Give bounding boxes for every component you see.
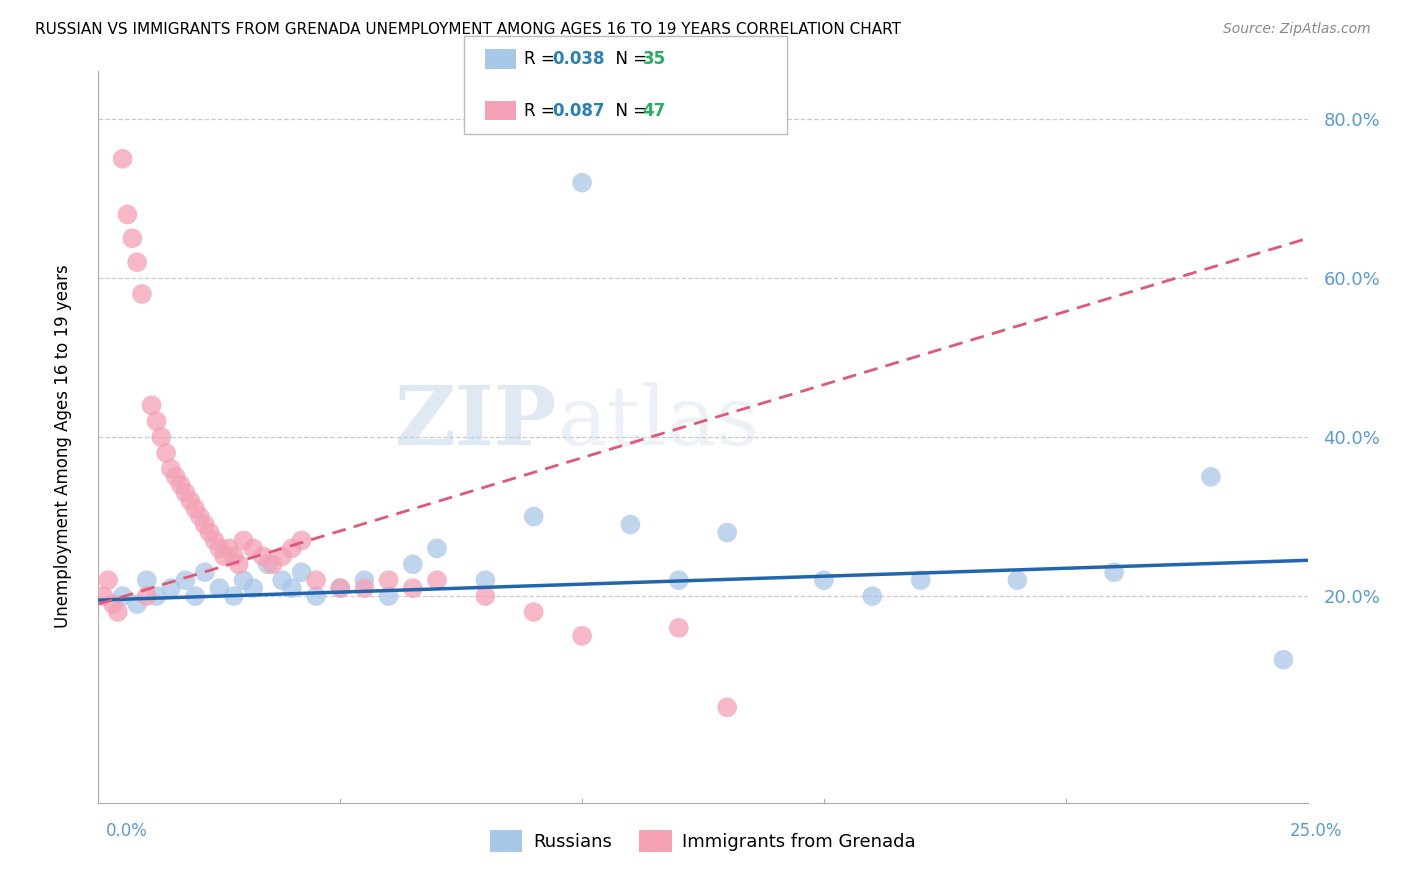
Text: RUSSIAN VS IMMIGRANTS FROM GRENADA UNEMPLOYMENT AMONG AGES 16 TO 19 YEARS CORREL: RUSSIAN VS IMMIGRANTS FROM GRENADA UNEMP… [35, 22, 901, 37]
Point [218, 541, 240, 556]
Point [179, 493, 201, 508]
Point [107, 605, 129, 619]
Point [619, 517, 641, 532]
Point [222, 589, 245, 603]
Text: Source: ZipAtlas.com: Source: ZipAtlas.com [1223, 22, 1371, 37]
Point [716, 700, 738, 714]
Point [571, 176, 593, 190]
Text: 25.0%: 25.0% [1291, 822, 1343, 840]
Point [150, 430, 173, 444]
Point [121, 231, 143, 245]
Point [160, 462, 183, 476]
Point [329, 581, 352, 595]
Point [426, 573, 449, 587]
Point [145, 589, 167, 603]
Point [222, 549, 245, 564]
Text: 47: 47 [643, 102, 666, 120]
Point [174, 573, 197, 587]
Text: 0.087: 0.087 [553, 102, 605, 120]
Point [1272, 653, 1295, 667]
Point [290, 533, 312, 548]
Point [155, 446, 177, 460]
Point [402, 581, 425, 595]
Point [281, 541, 304, 556]
Text: ZIP: ZIP [395, 383, 558, 462]
Point [353, 581, 375, 595]
Point [1199, 470, 1222, 484]
Point [474, 573, 496, 587]
Point [127, 597, 149, 611]
Point [169, 477, 191, 491]
Point [305, 573, 328, 587]
Point [256, 558, 278, 572]
Point [97, 573, 120, 587]
Text: 35: 35 [643, 50, 665, 68]
Point [212, 549, 235, 564]
Point [353, 573, 375, 587]
Text: atlas: atlas [558, 383, 761, 462]
Point [523, 509, 546, 524]
Point [135, 589, 157, 603]
Point [188, 509, 211, 524]
Point [910, 573, 932, 587]
Point [232, 573, 254, 587]
Point [174, 485, 197, 500]
Point [271, 549, 294, 564]
Text: N =: N = [605, 50, 652, 68]
Point [716, 525, 738, 540]
Point [1102, 566, 1125, 580]
Point [198, 525, 221, 540]
Point [474, 589, 496, 603]
Point [262, 558, 284, 572]
Point [141, 398, 163, 412]
Point [208, 541, 231, 556]
Point [184, 501, 207, 516]
Point [208, 581, 231, 595]
Point [402, 558, 425, 572]
Point [111, 589, 134, 603]
Point [228, 558, 250, 572]
Point [668, 621, 690, 635]
Point [194, 566, 217, 580]
Point [860, 589, 883, 603]
Legend: Russians, Immigrants from Grenada: Russians, Immigrants from Grenada [482, 823, 924, 860]
Text: 0.0%: 0.0% [105, 822, 148, 840]
Point [290, 566, 312, 580]
Point [127, 255, 149, 269]
Point [813, 573, 835, 587]
Point [242, 581, 264, 595]
Point [135, 573, 157, 587]
Point [160, 581, 183, 595]
Point [377, 589, 399, 603]
Point [131, 287, 153, 301]
Point [329, 581, 352, 595]
Text: Unemployment Among Ages 16 to 19 years: Unemployment Among Ages 16 to 19 years [55, 264, 72, 628]
Point [111, 152, 134, 166]
Point [523, 605, 546, 619]
Point [242, 541, 264, 556]
Point [184, 589, 207, 603]
Point [668, 573, 690, 587]
Point [101, 597, 124, 611]
Point [426, 541, 449, 556]
Text: R =: R = [524, 50, 561, 68]
Point [194, 517, 217, 532]
Point [232, 533, 254, 548]
Point [91, 589, 114, 603]
Point [305, 589, 328, 603]
Point [117, 207, 139, 221]
Point [281, 581, 304, 595]
Point [271, 573, 294, 587]
Text: 0.038: 0.038 [553, 50, 605, 68]
Point [165, 470, 187, 484]
Point [571, 629, 593, 643]
Point [1007, 573, 1029, 587]
Point [204, 533, 226, 548]
Point [145, 414, 167, 428]
Point [252, 549, 274, 564]
Point [377, 573, 399, 587]
Text: N =: N = [605, 102, 652, 120]
Text: R =: R = [524, 102, 561, 120]
